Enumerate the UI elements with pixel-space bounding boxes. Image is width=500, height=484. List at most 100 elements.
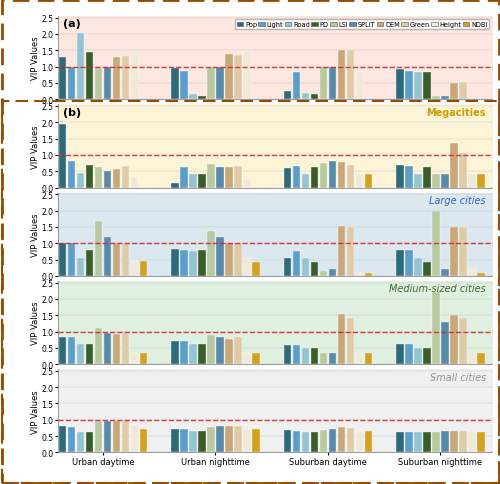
Bar	[405, 432, 413, 453]
Bar	[225, 426, 233, 453]
Bar	[198, 97, 206, 100]
Bar	[432, 211, 440, 276]
Bar	[94, 422, 102, 453]
Bar	[396, 70, 404, 100]
Bar	[396, 251, 404, 276]
Bar	[198, 175, 206, 188]
Bar	[207, 336, 215, 364]
Bar	[76, 34, 84, 100]
Bar	[338, 314, 345, 364]
Bar	[396, 166, 404, 188]
Bar	[225, 244, 233, 276]
Bar	[198, 344, 206, 364]
Bar	[414, 432, 422, 453]
Bar	[243, 429, 251, 453]
Bar	[104, 422, 112, 453]
Bar	[459, 83, 467, 100]
Bar	[225, 54, 233, 100]
Bar	[302, 348, 310, 364]
Text: (b): (b)	[62, 107, 81, 118]
Bar	[459, 319, 467, 364]
Bar	[68, 162, 76, 188]
Bar	[68, 244, 76, 276]
Bar	[405, 344, 413, 364]
Bar	[216, 67, 224, 100]
Bar	[396, 344, 404, 364]
Bar	[86, 344, 94, 364]
Bar	[450, 227, 458, 276]
Bar	[58, 59, 66, 100]
Bar	[122, 167, 130, 188]
Bar	[68, 338, 76, 364]
Bar	[284, 258, 292, 276]
Bar	[346, 318, 354, 364]
Bar	[432, 175, 440, 188]
Bar	[94, 168, 102, 188]
Bar	[104, 333, 112, 364]
Bar	[310, 348, 318, 364]
Bar	[423, 263, 431, 276]
Bar	[284, 430, 292, 453]
Bar	[414, 258, 422, 276]
Bar	[112, 422, 120, 453]
Bar	[76, 344, 84, 364]
Bar	[292, 346, 300, 364]
Bar	[86, 251, 94, 276]
Bar	[302, 432, 310, 453]
Bar	[284, 346, 292, 364]
Bar	[302, 258, 310, 276]
Bar	[68, 427, 76, 453]
Bar	[94, 222, 102, 276]
Bar	[171, 429, 179, 453]
Bar	[441, 97, 449, 100]
Bar	[58, 426, 66, 453]
Bar	[356, 431, 364, 453]
Bar	[86, 53, 94, 100]
Bar	[207, 427, 215, 453]
Bar	[86, 166, 94, 188]
Bar	[112, 169, 120, 188]
Legend: Pop, Light, Road, PD, LSI, SPLIT, DEM, Green, Height, NDBI: Pop, Light, Road, PD, LSI, SPLIT, DEM, G…	[234, 20, 489, 30]
Bar	[171, 183, 179, 188]
Bar	[189, 252, 197, 276]
Bar	[423, 432, 431, 453]
Bar	[414, 348, 422, 364]
Bar	[356, 175, 364, 188]
Bar	[180, 71, 188, 100]
Bar	[243, 258, 251, 276]
Bar	[198, 250, 206, 276]
Y-axis label: VIP Values: VIP Values	[31, 37, 40, 80]
Bar	[338, 163, 345, 188]
Bar	[441, 323, 449, 364]
Bar	[207, 68, 215, 100]
Bar	[292, 431, 300, 453]
Bar	[441, 270, 449, 276]
Bar	[328, 67, 336, 100]
Bar	[207, 165, 215, 188]
Bar	[292, 252, 300, 276]
Bar	[140, 262, 147, 276]
Bar	[356, 74, 364, 100]
Bar	[234, 56, 242, 100]
Bar	[477, 175, 485, 188]
Bar	[94, 69, 102, 100]
Bar	[328, 270, 336, 276]
Bar	[180, 429, 188, 453]
Bar	[441, 431, 449, 453]
Bar	[346, 166, 354, 188]
Bar	[68, 67, 76, 100]
Bar	[310, 432, 318, 453]
Bar	[302, 93, 310, 100]
Bar	[112, 334, 120, 364]
Y-axis label: VIP Values: VIP Values	[31, 125, 40, 168]
Bar	[459, 227, 467, 276]
Y-axis label: VIP Values: VIP Values	[31, 301, 40, 345]
Bar	[189, 95, 197, 100]
Bar	[180, 168, 188, 188]
Bar	[225, 339, 233, 364]
Bar	[252, 263, 260, 276]
Bar	[234, 167, 242, 188]
Bar	[338, 227, 345, 276]
Bar	[198, 431, 206, 453]
Bar	[405, 250, 413, 276]
